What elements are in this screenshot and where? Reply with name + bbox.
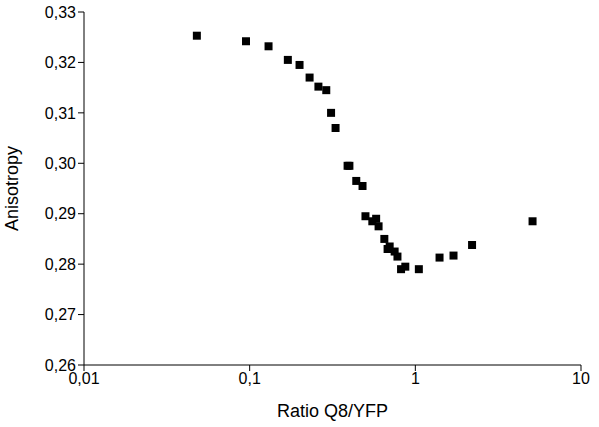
svg-text:Anisotropy: Anisotropy [2,146,22,231]
svg-text:Ratio Q8/YFP: Ratio Q8/YFP [277,401,388,421]
svg-text:0,31: 0,31 [45,105,76,122]
svg-text:10: 10 [572,370,590,387]
svg-text:0,33: 0,33 [45,4,76,21]
svg-text:0,01: 0,01 [68,370,100,388]
svg-text:0,32: 0,32 [45,54,76,71]
svg-text:0,30: 0,30 [45,155,76,172]
svg-text:0,27: 0,27 [45,306,76,323]
svg-text:0,1: 0,1 [239,370,261,387]
svg-text:1: 1 [411,370,420,387]
svg-text:0,26: 0,26 [45,357,76,374]
svg-text:0,29: 0,29 [45,205,76,222]
svg-text:0,28: 0,28 [45,256,76,273]
